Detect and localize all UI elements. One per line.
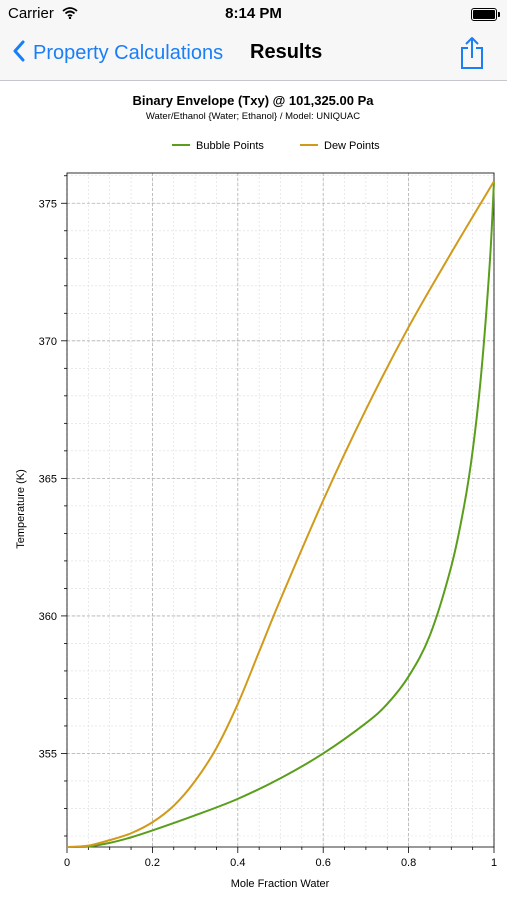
battery-icon xyxy=(471,8,500,21)
x-axis-label: Mole Fraction Water xyxy=(231,878,330,890)
x-tick-label: 0.6 xyxy=(316,857,331,869)
navigation-bar: Property Calculations Results xyxy=(0,28,507,81)
back-button-label: Property Calculations xyxy=(33,41,224,64)
grid xyxy=(66,173,495,847)
y-tick-label: 365 xyxy=(39,473,57,485)
back-button[interactable]: Property Calculations xyxy=(12,38,223,68)
y-tick-label: 355 xyxy=(39,748,57,760)
y-tick-label: 375 xyxy=(39,198,57,210)
status-bar: Carrier 8:14 PM xyxy=(0,0,507,28)
chevron-left-icon xyxy=(12,40,25,67)
page-title: Results xyxy=(250,41,323,63)
share-button[interactable] xyxy=(459,36,485,75)
x-tick-label: 0.8 xyxy=(401,857,416,869)
y-tick-label: 360 xyxy=(39,611,57,623)
wifi-icon xyxy=(62,6,78,24)
y-axis-label: Temperature (K) xyxy=(15,469,27,548)
legend-label-dew: Dew Points xyxy=(324,140,380,152)
chart-title: Binary Envelope (Txy) @ 101,325.00 Pa xyxy=(132,93,374,108)
share-icon xyxy=(459,37,485,74)
x-tick-label: 0.4 xyxy=(230,857,245,869)
chart-svg: Binary Envelope (Txy) @ 101,325.00 Pa Wa… xyxy=(15,93,497,890)
dew-points-line xyxy=(66,180,495,848)
x-tick-label: 0.2 xyxy=(145,857,160,869)
x-tick-label: 1 xyxy=(491,857,497,869)
y-tick-label: 370 xyxy=(39,336,57,348)
x-tick-label: 0 xyxy=(64,857,70,869)
carrier-label: Carrier xyxy=(8,5,54,22)
legend: Bubble Points Dew Points xyxy=(172,140,380,152)
axes: 0 0.2 0.4 0.6 0.8 1 355 360 365 370 375 xyxy=(39,172,497,869)
series xyxy=(66,180,495,848)
legend-label-bubble: Bubble Points xyxy=(196,140,264,152)
chart-area: Binary Envelope (Txy) @ 101,325.00 Pa Wa… xyxy=(0,81,507,900)
bubble-points-line xyxy=(66,181,495,848)
chart-subtitle: Water/Ethanol {Water; Ethanol} / Model: … xyxy=(146,111,360,122)
status-time: 8:14 PM xyxy=(225,5,282,22)
